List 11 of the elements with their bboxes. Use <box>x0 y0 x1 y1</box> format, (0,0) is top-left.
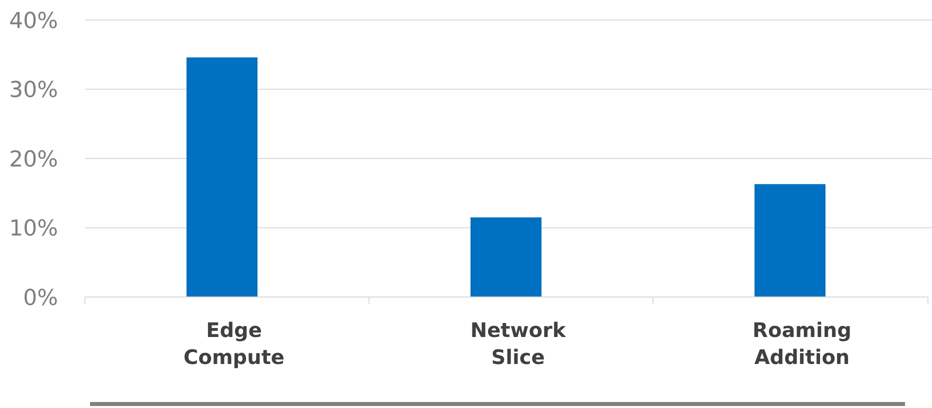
x-tick-label: Network Slice <box>470 318 566 369</box>
bar <box>470 217 542 297</box>
bar <box>754 184 826 297</box>
bar <box>186 57 258 297</box>
y-tick-label: 30% <box>9 78 58 104</box>
y-tick-label: 20% <box>9 147 58 172</box>
y-tick-label: 40% <box>9 8 58 34</box>
x-tick-label: Edge Compute <box>184 318 284 369</box>
x-tick-label: Roaming Addition <box>752 318 852 369</box>
y-tick-label: 0% <box>23 286 58 311</box>
y-tick-label: 10% <box>9 216 58 242</box>
